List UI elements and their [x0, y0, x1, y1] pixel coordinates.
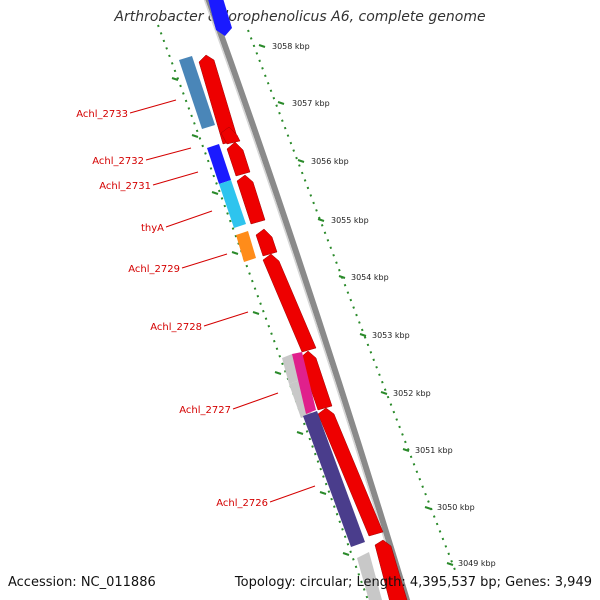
major-tick: [296, 431, 304, 435]
major-tick: [424, 506, 432, 510]
inner-major-ticks: [171, 77, 350, 556]
leader-line: [269, 485, 316, 503]
forward-cds-track: [198, 54, 408, 600]
major-tick: [252, 311, 260, 315]
scale-label: 3052 kbp: [393, 389, 431, 398]
major-tick: [359, 333, 367, 337]
inner-category-track: [179, 56, 382, 600]
label-leaders: [129, 99, 316, 503]
reverse-gene-arrow: [208, 0, 232, 36]
inner-tick-track: [157, 24, 369, 600]
leader-line: [181, 253, 228, 269]
category-box: [292, 352, 316, 414]
forward-cds-arrow: [374, 539, 408, 600]
leader-line: [129, 99, 177, 114]
major-tick: [231, 251, 239, 255]
gene-label-achl-2727: Achl_2727: [179, 405, 231, 416]
category-box: [282, 354, 300, 384]
major-tick: [211, 191, 219, 195]
outer-major-ticks: [258, 44, 454, 566]
accession-text: Accession: NC_011886: [8, 575, 156, 590]
major-tick: [191, 134, 199, 138]
category-box: [236, 231, 256, 262]
forward-cds-arrow: [220, 126, 241, 145]
leader-line: [203, 311, 249, 327]
gene-label-achl-2732: Achl_2732: [92, 156, 144, 167]
major-tick: [402, 448, 410, 452]
scale-label: 3049 kbp: [458, 559, 496, 568]
gene-label-achl-2728: Achl_2728: [150, 322, 202, 333]
scale-label: 3058 kbp: [272, 42, 310, 51]
gene-label-achl-2733: Achl_2733: [76, 109, 128, 120]
category-box: [219, 180, 246, 228]
scale-label: 3056 kbp: [311, 157, 349, 166]
backbone-highlight: [203, 0, 404, 600]
scale-label: 3054 kbp: [351, 273, 389, 282]
leader-line: [165, 210, 213, 228]
category-box: [207, 144, 231, 184]
leader-line: [145, 147, 192, 161]
scale-label: 3050 kbp: [437, 503, 475, 512]
major-tick: [171, 77, 179, 81]
forward-cds-arrow: [317, 407, 384, 537]
category-box: [357, 552, 382, 600]
major-tick: [258, 44, 266, 48]
leader-line: [232, 392, 279, 410]
category-box: [303, 411, 365, 547]
gene-label-achl-2729: Achl_2729: [128, 264, 180, 275]
forward-cds-arrow: [226, 141, 251, 177]
outer-tick-track: [247, 29, 456, 571]
forward-cds-arrow: [262, 253, 317, 353]
gene-label-achl-2731: Achl_2731: [99, 181, 151, 192]
forward-cds-arrow: [299, 350, 333, 411]
major-tick: [446, 562, 454, 566]
forward-cds-arrow: [255, 228, 278, 257]
category-box: [179, 56, 215, 129]
gene-label-thya: thyA: [141, 223, 164, 234]
scale-label: 3055 kbp: [331, 216, 369, 225]
genome-summary-text: Topology: circular; Length: 4,395,537 bp…: [234, 575, 592, 590]
major-tick: [342, 552, 350, 556]
forward-cds-arrow: [236, 174, 266, 225]
major-tick: [277, 101, 285, 105]
gene-label-achl-2726: Achl_2726: [216, 498, 268, 509]
major-tick: [380, 391, 388, 395]
scale-label: 3057 kbp: [292, 99, 330, 108]
major-tick: [297, 159, 305, 163]
backbone-line: [205, 0, 411, 600]
scale-label: 3053 kbp: [372, 331, 410, 340]
leader-line: [152, 171, 199, 186]
forward-cds-arrow: [198, 54, 239, 145]
major-tick: [338, 275, 346, 279]
scale-label: 3051 kbp: [415, 446, 453, 455]
figure-title: Arthrobacter chlorophenolicus A6, comple…: [114, 9, 486, 25]
major-tick: [319, 491, 327, 495]
major-tick: [274, 371, 282, 375]
major-tick: [317, 218, 325, 222]
